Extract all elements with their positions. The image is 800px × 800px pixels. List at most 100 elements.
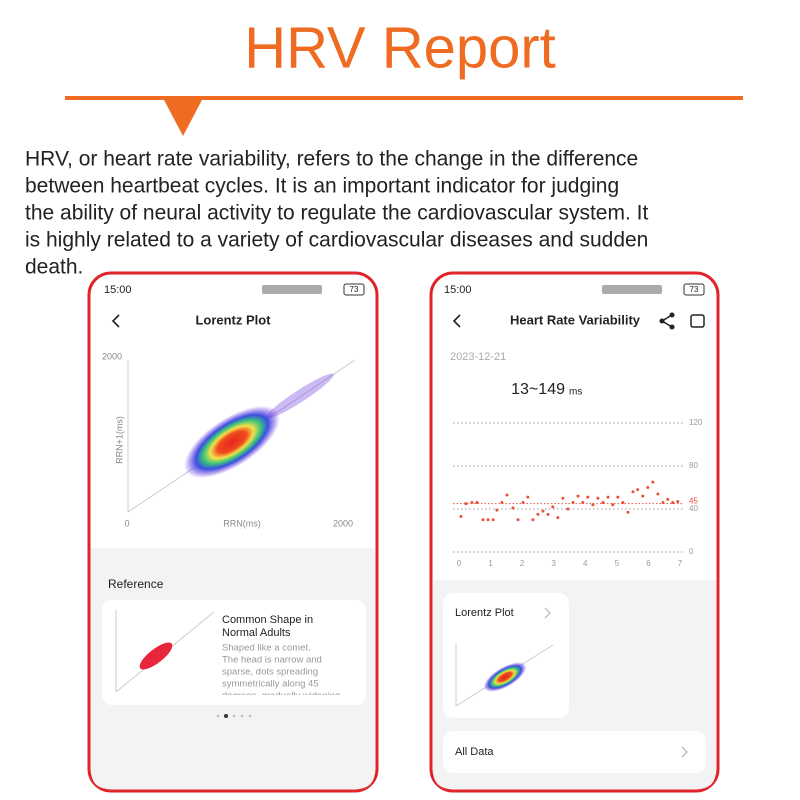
data-point — [576, 494, 580, 498]
back-button[interactable] — [111, 314, 120, 328]
status-time: 15:00 — [444, 284, 472, 296]
all-data-label: All Data — [455, 746, 494, 758]
chevron — [544, 607, 551, 619]
x-tick-label: 1 — [488, 559, 493, 568]
scatter-tail — [266, 373, 334, 419]
data-point — [511, 506, 515, 510]
data-point — [521, 501, 525, 505]
data-point — [481, 518, 485, 522]
data-point — [551, 505, 555, 509]
data-point — [581, 501, 585, 505]
all-data-row[interactable] — [443, 731, 706, 773]
intro-line: between heartbeat cycles. It is an impor… — [25, 175, 619, 198]
x-tick-label: 7 — [678, 559, 683, 568]
data-point — [541, 509, 545, 513]
pointer — [163, 98, 203, 136]
data-point — [486, 518, 490, 522]
intro-line: HRV, or heart rate variability, refers t… — [25, 148, 638, 171]
data-point — [536, 512, 540, 516]
mini-cloud — [483, 662, 527, 692]
data-point — [611, 503, 615, 507]
y-max: 2000 — [102, 351, 122, 361]
data-point — [621, 501, 625, 505]
intro-line: the ability of neural activity to regula… — [25, 202, 648, 225]
pager — [216, 714, 252, 718]
lorentz-card[interactable] — [443, 593, 569, 718]
left-phone: 15:00 73 Lorentz Plot 2000 RRN+1(ms) 0 R… — [87, 271, 379, 793]
intro-line: is highly related to a variety of cardio… — [25, 229, 648, 252]
data-point — [646, 486, 650, 489]
battery — [343, 283, 365, 296]
battery-level: 73 — [350, 285, 359, 294]
data-point — [616, 495, 620, 499]
data-point — [666, 497, 670, 501]
data-point — [526, 495, 530, 499]
x-max: 2000 — [333, 518, 353, 528]
data-point — [641, 494, 645, 498]
data-point — [561, 496, 565, 500]
scatter-cloud — [184, 405, 280, 479]
data-point — [676, 499, 680, 503]
title: HRV Report — [244, 15, 556, 80]
data-point — [596, 496, 600, 500]
share-button[interactable] — [659, 312, 675, 330]
reference-label: 45 — [689, 497, 698, 506]
y-tick-label: 0 — [689, 547, 694, 556]
data-point — [459, 515, 463, 519]
data-point — [531, 518, 535, 522]
y-axis-label: RRN+1(ms) — [114, 416, 124, 464]
status-time: 15:00 — [104, 284, 132, 296]
card-title: Lorentz Plot — [455, 607, 514, 619]
data-point — [546, 512, 550, 516]
section-label: Reference — [108, 577, 164, 591]
data-point — [516, 518, 520, 522]
data-point — [500, 501, 504, 505]
card-text: sparse, dots spreading — [222, 667, 318, 678]
data-point — [505, 493, 509, 497]
data-point — [601, 501, 605, 505]
data-point — [491, 518, 495, 522]
calendar-button[interactable] — [690, 314, 705, 328]
data-point — [556, 516, 560, 520]
reference-card[interactable] — [102, 600, 366, 705]
status-icons — [262, 285, 322, 294]
chevron — [681, 746, 688, 758]
data-point — [606, 495, 610, 499]
card-title: Normal Adults — [222, 627, 291, 639]
battery — [683, 283, 705, 296]
intro-line: death. — [25, 256, 83, 279]
x-tick-label: 2 — [520, 559, 525, 568]
card-text: symmetrically along 45 — [222, 679, 319, 690]
origin: 0 — [124, 518, 129, 528]
y-tick-label: 40 — [689, 504, 698, 513]
range-unit: ms — [569, 387, 582, 398]
data-point — [495, 508, 499, 512]
battery-level: 73 — [690, 285, 699, 294]
intro: HRV, or heart rate variability, refers t… — [25, 148, 648, 279]
back-button[interactable] — [452, 314, 461, 328]
data-point — [470, 501, 474, 505]
date: 2023-12-21 — [450, 351, 506, 363]
y-tick-label: 80 — [689, 461, 698, 470]
x-tick-label: 4 — [583, 559, 588, 568]
data-point — [671, 501, 675, 505]
data-point — [586, 495, 590, 499]
screen-title: Lorentz Plot — [195, 312, 271, 327]
screen-title: Heart Rate Variability — [510, 312, 641, 327]
x-tick-label: 0 — [457, 559, 462, 568]
data-point — [566, 507, 570, 511]
data-point — [571, 501, 575, 505]
x-tick-label: 5 — [615, 559, 620, 568]
data-point — [591, 503, 595, 507]
x-axis-label: RRN(ms) — [223, 518, 261, 528]
data-point — [464, 502, 468, 506]
card-title: Common Shape in — [222, 614, 313, 626]
card-text: Shaped like a comet. — [222, 643, 311, 654]
y-tick-label: 120 — [689, 418, 703, 427]
data-point — [656, 492, 660, 496]
range: 13~149 — [511, 381, 565, 398]
card-text: degrees, gradually widening — [222, 691, 340, 702]
reference-cloud — [139, 642, 173, 670]
